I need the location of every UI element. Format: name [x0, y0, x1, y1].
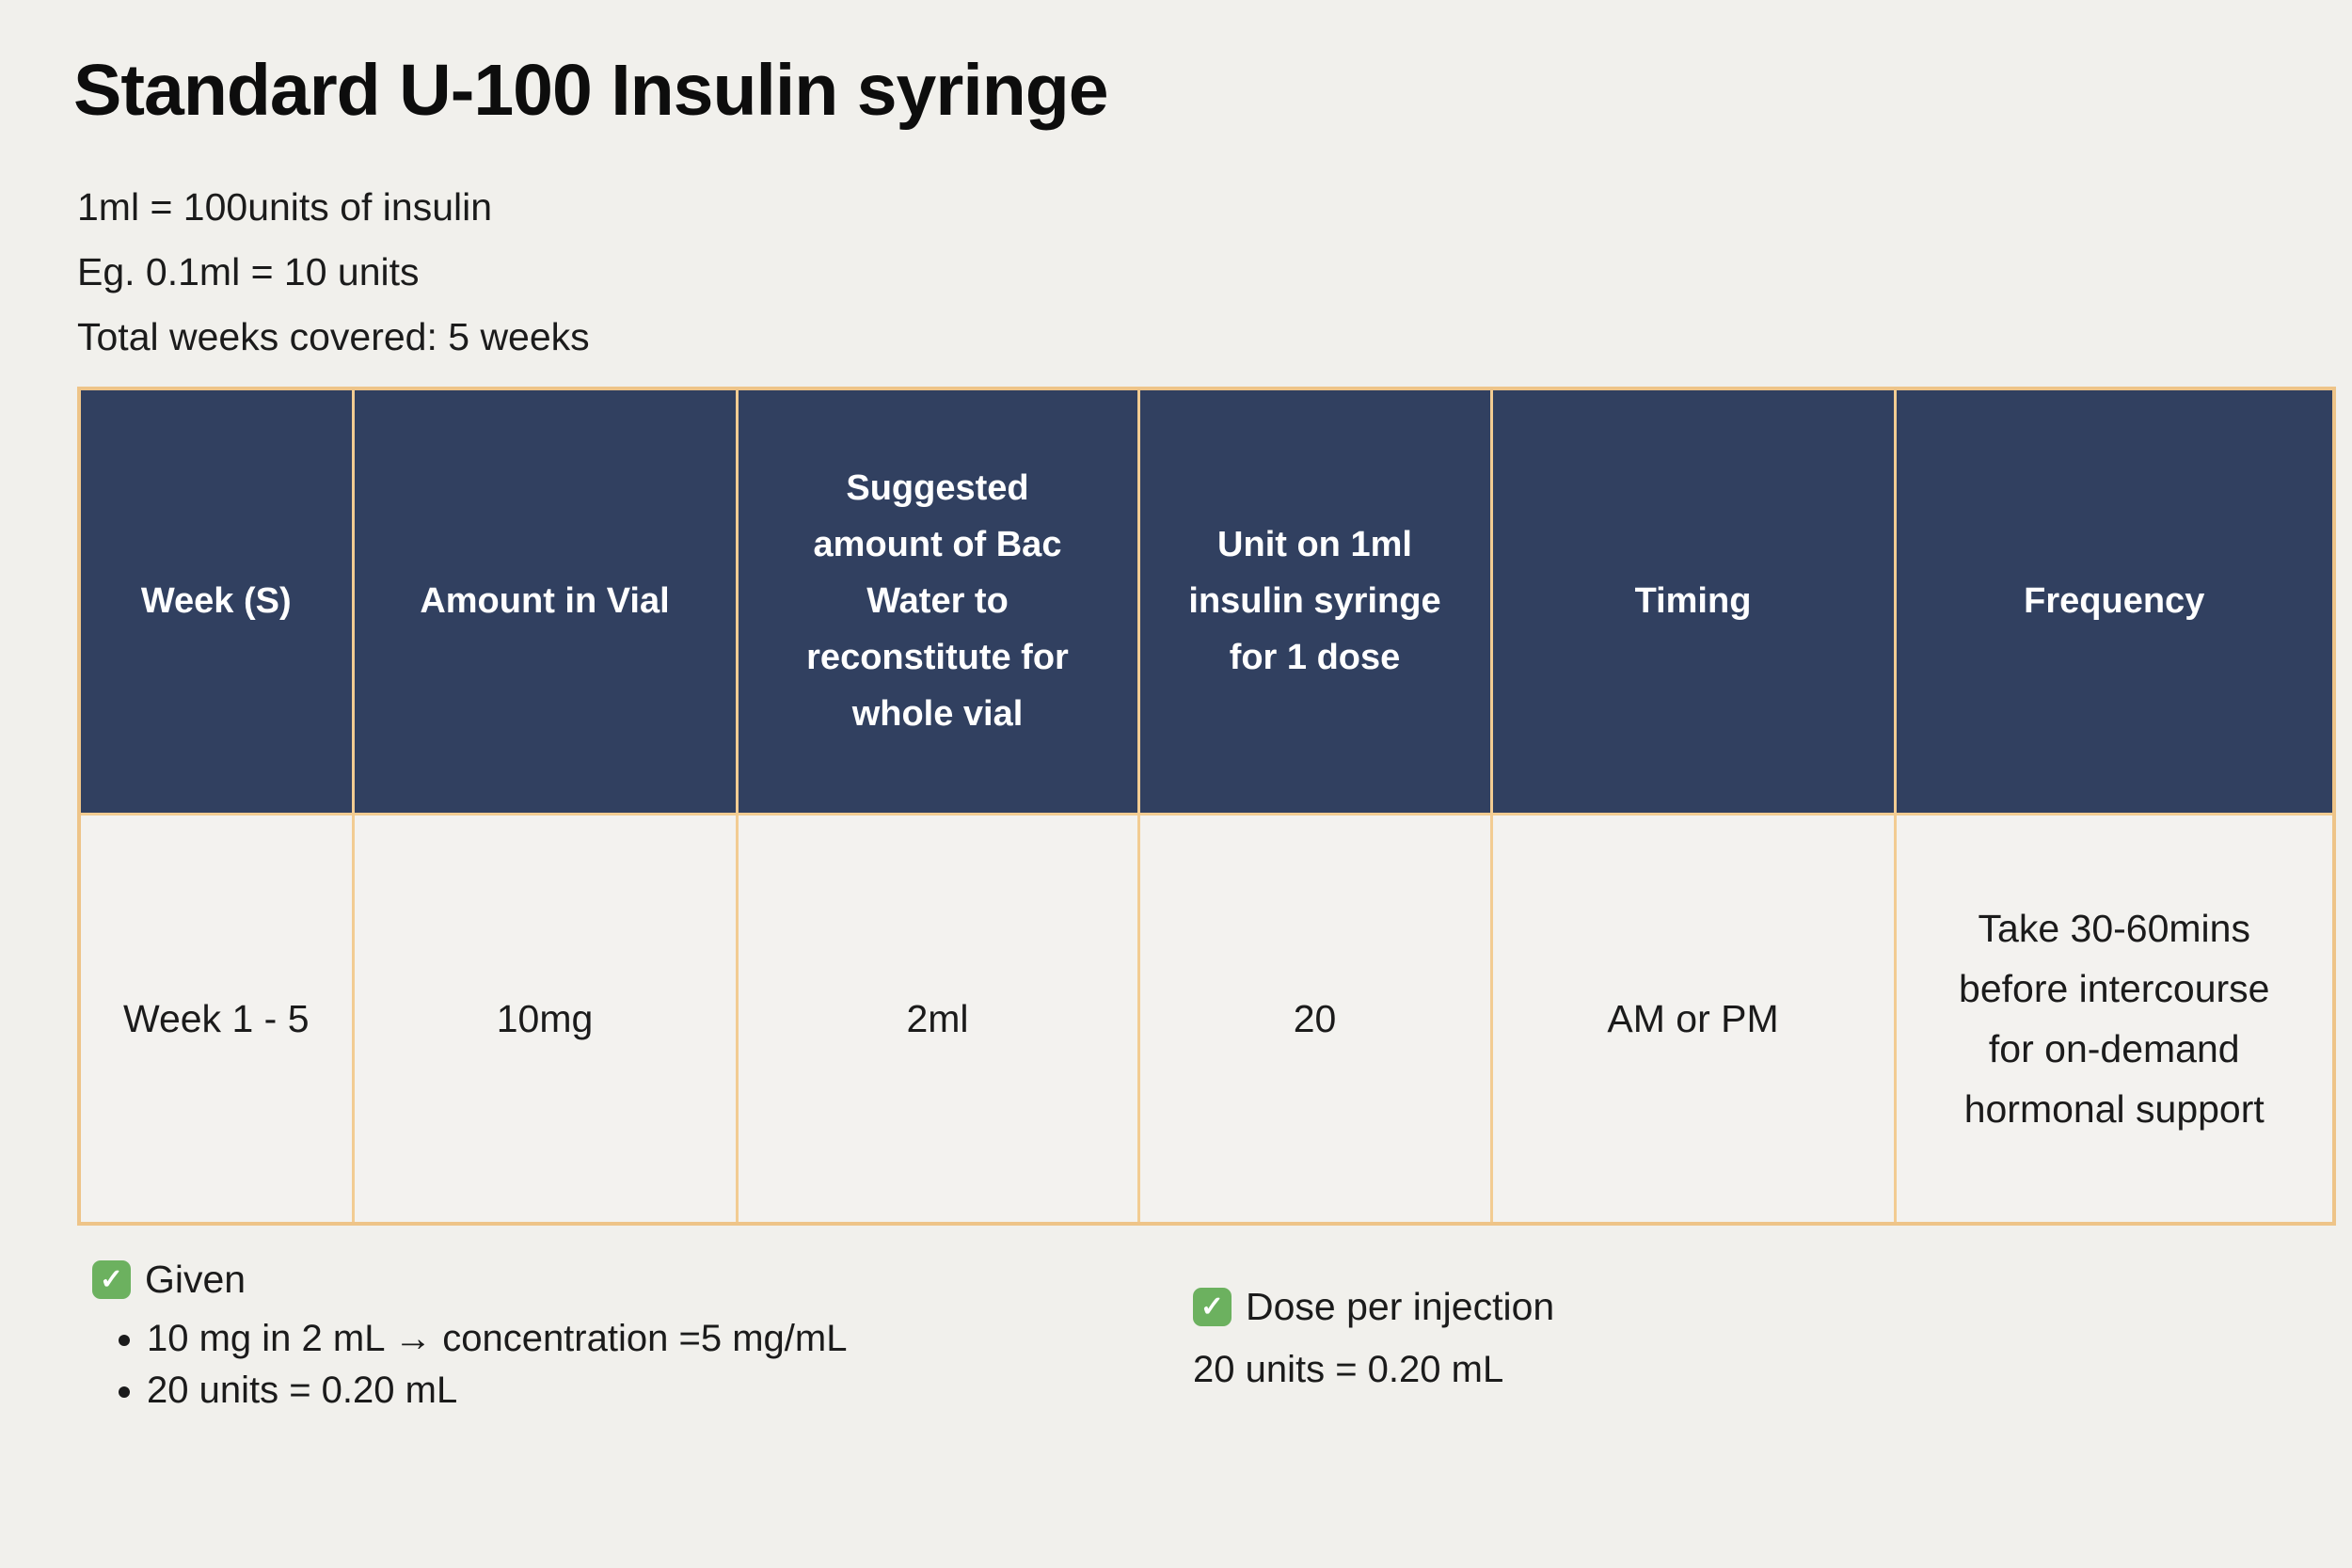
note-given-title: Given: [145, 1258, 246, 1301]
check-glyph: ✓: [99, 1263, 124, 1295]
intro-line-2: Eg. 0.1ml = 10 units: [77, 250, 420, 293]
header-cell-timing: Timing: [1489, 387, 1897, 816]
check-icon: ✓: [1193, 1288, 1232, 1326]
note-dose-line: 20 units = 0.20 mL: [1193, 1349, 1504, 1390]
header-cell-bac-water: Suggested amount of Bac Water to reconst…: [735, 387, 1140, 816]
header-cell-weeks: Week (S): [77, 387, 355, 816]
note-dose-title: Dose per injection: [1246, 1285, 1555, 1328]
note-dose-per-injection: ✓ Dose per injection 20 units = 0.20 mL: [1193, 1285, 1554, 1393]
header-cell-amount-in-vial: Amount in Vial: [351, 387, 739, 816]
dosing-table: Week (S) Amount in Vial Suggested amount…: [77, 387, 2336, 1226]
note-bullet-item: 20 units = 0.20 mL: [147, 1365, 847, 1417]
cell-weeks: Week 1 - 5: [77, 812, 355, 1226]
note-bullet-item: 10 mg in 2 mL → concentration =5 mg/mL: [147, 1313, 847, 1365]
intro-line-3: Total weeks covered: 5 weeks: [77, 315, 590, 358]
intro-line-1: 1ml = 100units of insulin: [77, 185, 493, 229]
cell-amount-in-vial: 10mg: [351, 812, 739, 1226]
header-cell-units-per-dose: Unit on 1ml insulin syringe for 1 dose: [1136, 387, 1493, 816]
intro-text: 1ml = 100units of insulin Eg. 0.1ml = 10…: [77, 175, 590, 370]
table-header-row: Week (S) Amount in Vial Suggested amount…: [77, 387, 2336, 816]
note-dose-header: ✓ Dose per injection: [1193, 1285, 1554, 1329]
cell-bac-water: 2ml: [735, 812, 1140, 1226]
note-given-header: ✓ Given: [92, 1258, 847, 1302]
table-row: Week 1 - 5 10mg 2ml 20 AM or PM Take 30-…: [77, 812, 2336, 1226]
header-cell-frequency: Frequency: [1893, 387, 2336, 816]
cell-timing: AM or PM: [1489, 812, 1897, 1226]
check-glyph: ✓: [1200, 1291, 1225, 1323]
note-given: ✓ Given 10 mg in 2 mL → concentration =5…: [92, 1258, 847, 1417]
cell-units-per-dose: 20: [1136, 812, 1493, 1226]
note-given-bullet-list: 10 mg in 2 mL → concentration =5 mg/mL 2…: [92, 1313, 847, 1417]
cell-frequency: Take 30-60mins before intercourse for on…: [1893, 812, 2336, 1226]
check-icon: ✓: [92, 1260, 131, 1299]
page-title: Standard U-100 Insulin syringe: [73, 50, 1109, 131]
